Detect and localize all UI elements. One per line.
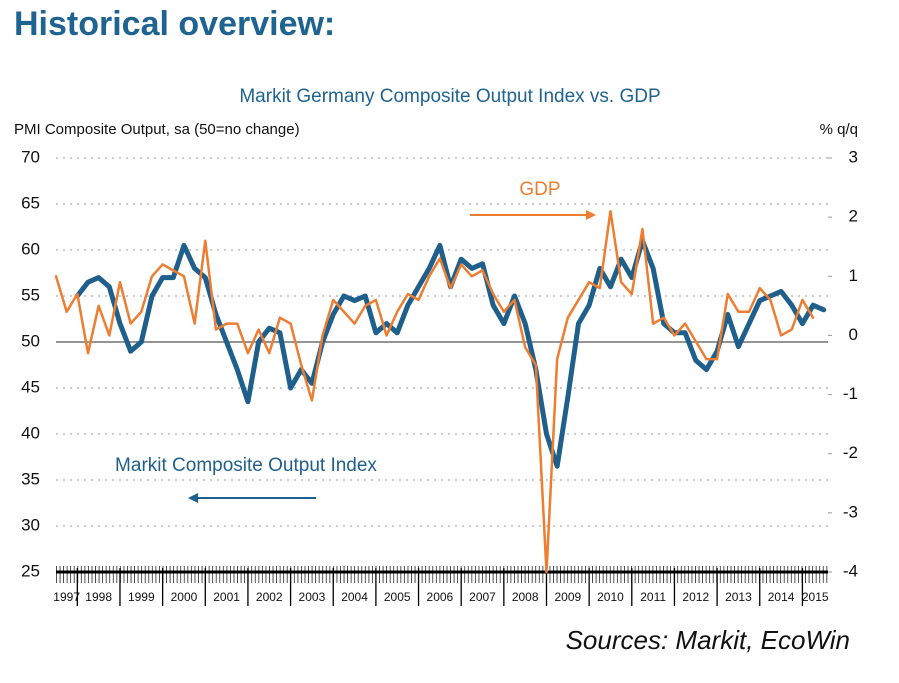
y2-tick-label: 3 [849,147,858,166]
y-axis-label: PMI Composite Output, sa (50=no change) [14,121,300,138]
y-tick-label: 35 [21,469,40,488]
x-tick-label: 2000 [171,590,198,604]
x-tick-label: 2003 [299,590,326,604]
y2-tick-label: -4 [843,561,858,580]
x-tick-label: 2001 [213,590,240,604]
chart-title: Markit Germany Composite Output Index vs… [239,86,660,107]
y-tick-label: 40 [21,423,40,442]
series-line [54,209,815,574]
x-tick-label: 2008 [512,590,539,604]
y2-axis-label: % q/q [820,121,858,138]
y2-tick-label: 1 [849,266,858,285]
x-tick-label: 1999 [128,590,155,604]
x-tick-label: 2004 [341,590,368,604]
y2-tick-label: -2 [843,443,858,462]
x-tick-label: 2010 [597,590,624,604]
y-tick-label: 30 [21,515,40,534]
x-tick-label: 2009 [554,590,581,604]
y-tick-label: 25 [21,561,40,580]
x-tick-label: 2015 [802,590,829,604]
plot-area: 25 30 35 40 45 50 55 60 65 70 -4 -3 -2 -1 0 1 2 3 1997 1998… [21,147,858,606]
source: Sources: Markit, EcoWin [566,625,850,655]
x-tick-label: 2011 [640,590,666,604]
y-tick-label: 55 [21,285,40,304]
series-line [74,238,827,469]
y2-tick-label: 2 [849,207,858,226]
annotation: Markit Composite Output Index [115,455,377,476]
x-tick-label: 2002 [256,590,283,604]
y2-tick-label: -3 [843,502,858,521]
x-tick-label: 2013 [725,590,752,604]
y-tick-label: 70 [21,147,40,166]
y2-tick-label: -1 [843,384,858,403]
x-tick-label: 1998 [85,590,112,604]
y-tick-label: 60 [21,239,40,258]
page-title: Historical overview: [14,5,335,43]
x-tick-label: 1997 [53,590,80,604]
x-tick-label: 2006 [427,590,454,604]
minor-ticks [56,566,828,583]
x-tick-label: 2014 [768,590,795,604]
x-tick-label: 2005 [384,590,411,604]
y-tick-label: 50 [21,331,40,350]
y-tick-label: 65 [21,193,40,212]
annotation: GDP [519,179,560,200]
x-tick-label: 2012 [682,590,709,604]
y2-tick-label: 0 [849,325,858,344]
x-tick-label: 2007 [469,590,496,604]
y-tick-label: 45 [21,377,40,396]
